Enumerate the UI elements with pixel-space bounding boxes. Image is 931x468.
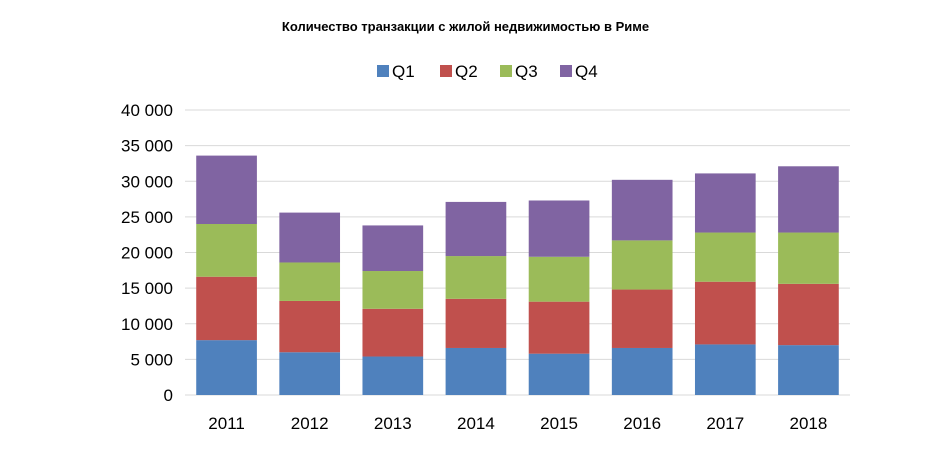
- bar-q3-2014: [445, 256, 507, 299]
- y-tick-label: 30 000: [121, 172, 173, 191]
- x-tick-label: 2013: [374, 414, 412, 433]
- bar-q4-2012: [279, 212, 341, 263]
- bar-q1-2013: [362, 356, 424, 395]
- legend-label-q4: Q4: [575, 62, 598, 81]
- bar-q3-2012: [279, 262, 341, 301]
- y-tick-label: 15 000: [121, 279, 173, 298]
- legend-label-q1: Q1: [392, 62, 415, 81]
- bar-q3-2015: [528, 256, 590, 302]
- bar-q3-2011: [196, 224, 257, 277]
- x-tick-label: 2018: [790, 414, 828, 433]
- bar-q1-2011: [196, 340, 257, 395]
- y-tick-label: 10 000: [121, 315, 173, 334]
- bar-q4-2018: [778, 166, 839, 233]
- bar-q4-2015: [528, 200, 590, 257]
- x-tick-label: 2011: [208, 414, 245, 433]
- y-tick-label: 5 000: [130, 350, 173, 369]
- bar-q1-2012: [279, 352, 341, 395]
- bar-q4-2017: [694, 173, 756, 233]
- x-tick-label: 2015: [540, 414, 578, 433]
- bar-q2-2014: [445, 298, 507, 348]
- legend-swatch-q2: [440, 65, 452, 77]
- bar-q1-2015: [528, 353, 590, 395]
- bar-q2-2016: [611, 289, 673, 348]
- bar-q4-2014: [445, 201, 507, 257]
- legend-swatch-q4: [560, 65, 572, 77]
- bar-q1-2017: [694, 344, 756, 395]
- legend-swatch-q3: [500, 65, 512, 77]
- bar-q2-2017: [694, 281, 756, 345]
- bar-q1-2016: [611, 347, 673, 395]
- bar-q4-2013: [362, 225, 424, 272]
- x-tick-label: 2016: [623, 414, 661, 433]
- chart-title: Количество транзакции с жилой недвижимос…: [281, 19, 650, 34]
- y-tick-label: 40 000: [121, 101, 173, 120]
- legend-swatch-q1: [377, 65, 389, 77]
- bar-q2-2013: [362, 308, 424, 357]
- bar-q2-2012: [279, 300, 341, 353]
- bar-q1-2014: [445, 347, 507, 395]
- y-tick-label: 25 000: [121, 208, 173, 227]
- y-tick-label: 35 000: [121, 137, 173, 156]
- x-tick-label: 2012: [291, 414, 329, 433]
- bar-q3-2017: [694, 232, 756, 282]
- bar-q3-2018: [778, 232, 839, 284]
- y-tick-label: 20 000: [121, 244, 173, 263]
- bar-q3-2013: [362, 271, 424, 309]
- x-tick-label: 2014: [457, 414, 495, 433]
- y-tick-label: 0: [164, 386, 173, 405]
- legend-label-q3: Q3: [515, 62, 538, 81]
- bar-q2-2018: [778, 283, 839, 346]
- bar-q4-2011: [196, 155, 257, 224]
- legend-label-q2: Q2: [455, 62, 478, 81]
- bar-q2-2015: [528, 301, 590, 354]
- bar-q3-2016: [611, 240, 673, 290]
- x-tick-label: 2017: [706, 414, 744, 433]
- bar-q2-2011: [196, 276, 257, 341]
- bar-q4-2016: [611, 179, 673, 241]
- bar-q1-2018: [778, 345, 839, 395]
